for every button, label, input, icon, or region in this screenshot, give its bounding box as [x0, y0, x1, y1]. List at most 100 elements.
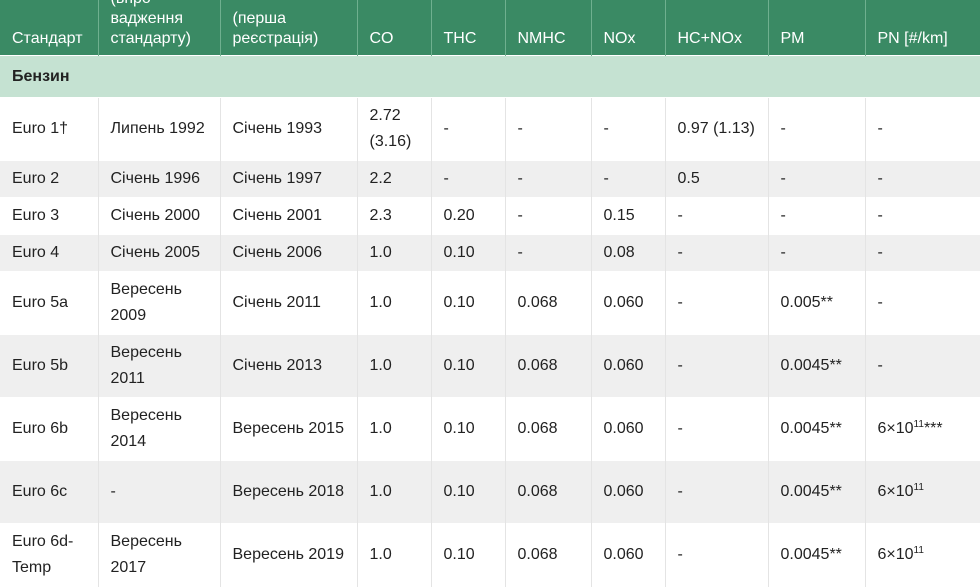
cell-pn: - [864, 97, 980, 161]
cell-introduction: Вересень 2011 [97, 334, 220, 398]
cell-first-registration: Вересень 2018 [219, 460, 357, 524]
cell-hc-nox: - [664, 234, 768, 272]
cell-nmhc: - [504, 234, 591, 272]
table-row: Euro 6c - Вересень 2018 1.0 0.10 0.068 0.060-0… [0, 460, 980, 524]
cell-introduction: Січень 2005 [97, 234, 220, 272]
cell-nmhc: 0.068 [504, 397, 591, 461]
cell-hc-nox: - [664, 197, 768, 235]
cell-pn: 6×1011*** [864, 397, 980, 461]
cell-standard: Euro 4 [0, 234, 98, 272]
cell-hc-nox: - [664, 460, 768, 524]
cell-standard: Euro 6c [0, 460, 98, 524]
cell-thc: 0.10 [430, 334, 505, 398]
cell-thc: 0.20 [430, 197, 505, 235]
exponent: 11 [913, 482, 924, 493]
cell-thc: 0.10 [430, 397, 505, 461]
cell-pm: - [767, 97, 865, 161]
cell-thc: 0.10 [430, 460, 505, 524]
column-header-standard: Стандарт [0, 0, 98, 56]
cell-first-registration: Січень 2013 [219, 334, 357, 398]
column-header-pn: PN [#/km] [864, 0, 980, 56]
cell-thc: 0.10 [430, 271, 505, 335]
table-row: Euro 3 Січень 2000 Січень 2001 2.3 0.20-0.15… [0, 197, 980, 235]
cell-hc-nox: - [664, 523, 768, 587]
cell-pn: 6×1011 [864, 460, 980, 524]
cell-first-registration: Січень 2006 [219, 234, 357, 272]
table-row: Euro 6d-Temp Вересень 2017 Вересень 2019 1.… [0, 523, 980, 587]
cell-co: 2.3 [356, 197, 431, 235]
table-row: Euro 2 Січень 1996 Січень 1997 2.2- - -0.5- - [0, 160, 980, 198]
table-row: Euro 6b Вересень 2014 Вересень 2015 1.0 0.10… [0, 397, 980, 461]
cell-nmhc: 0.068 [504, 460, 591, 524]
cell-pn: - [864, 271, 980, 335]
cell-first-registration: Січень 1993 [219, 97, 357, 161]
cell-hc-nox: - [664, 334, 768, 398]
cell-pn: - [864, 197, 980, 235]
column-header-first-registration: (перша реєстрація) [219, 0, 357, 56]
cell-co: 1.0 [356, 234, 431, 272]
cell-introduction: Вересень 2014 [97, 397, 220, 461]
cell-first-registration: Січень 2011 [219, 271, 357, 335]
table-row: Euro 4 Січень 2005 Січень 2006 1.0 0.10-0.08… [0, 234, 980, 272]
cell-nmhc: - [504, 197, 591, 235]
cell-pm: - [767, 160, 865, 198]
cell-introduction: Вересень 2017 [97, 523, 220, 587]
cell-pm: 0.0045** [767, 460, 865, 524]
table-row: Euro 5a Вересень 2009 Січень 2011 1.0 0.10 0.… [0, 271, 980, 335]
cell-pn: - [864, 234, 980, 272]
cell-pm: 0.005** [767, 271, 865, 335]
cell-co: 1.0 [356, 523, 431, 587]
column-header-nmhc: NMHC [504, 0, 591, 56]
cell-pn: - [864, 160, 980, 198]
exponent: 11 [913, 419, 924, 430]
cell-co: 1.0 [356, 334, 431, 398]
cell-nox: 0.060 [590, 460, 665, 524]
cell-hc-nox: 0.97 (1.13) [664, 97, 768, 161]
cell-first-registration: Січень 2001 [219, 197, 357, 235]
cell-nmhc: 0.068 [504, 523, 591, 587]
cell-thc: - [430, 97, 505, 161]
cell-nmhc: 0.068 [504, 334, 591, 398]
cell-nox: - [590, 160, 665, 198]
cell-thc: 0.10 [430, 234, 505, 272]
column-header-pm: PM [767, 0, 865, 56]
cell-co: 2.72 (3.16) [356, 97, 431, 161]
cell-co: 1.0 [356, 460, 431, 524]
table-row: Euro 1† Липень 1992 Січень 1993 2.72 (3.16)… [0, 97, 980, 161]
cell-standard: Euro 5b [0, 334, 98, 398]
cell-introduction: Січень 1996 [97, 160, 220, 198]
cell-nmhc: - [504, 97, 591, 161]
section-label: Бензин [0, 55, 980, 98]
cell-co: 1.0 [356, 271, 431, 335]
column-header-hc-nox: HC+NOx [664, 0, 768, 56]
cell-nox: 0.060 [590, 397, 665, 461]
cell-first-registration: Січень 1997 [219, 160, 357, 198]
section-row-petrol: Бензин [0, 55, 980, 98]
column-header-thc: THC [430, 0, 505, 56]
column-header-nox: NOx [590, 0, 665, 56]
cell-co: 2.2 [356, 160, 431, 198]
cell-standard: Euro 6b [0, 397, 98, 461]
cell-introduction: Вересень 2009 [97, 271, 220, 335]
cell-nox: 0.060 [590, 523, 665, 587]
cell-standard: Euro 3 [0, 197, 98, 235]
cell-introduction: Січень 2000 [97, 197, 220, 235]
cell-first-registration: Вересень 2019 [219, 523, 357, 587]
cell-hc-nox: - [664, 271, 768, 335]
cell-standard: Euro 2 [0, 160, 98, 198]
cell-thc: - [430, 160, 505, 198]
cell-first-registration: Вересень 2015 [219, 397, 357, 461]
column-header-co: CO [356, 0, 431, 56]
cell-nox: 0.08 [590, 234, 665, 272]
cell-standard: Euro 1† [0, 97, 98, 161]
cell-introduction: - [97, 460, 220, 524]
cell-nox: 0.060 [590, 334, 665, 398]
cell-pn: - [864, 334, 980, 398]
cell-pm: 0.0045** [767, 523, 865, 587]
cell-pm: 0.0045** [767, 334, 865, 398]
table-row: Euro 5b Вересень 2011 Січень 2013 1.0 0.10 0.… [0, 334, 980, 398]
cell-standard: Euro 5a [0, 271, 98, 335]
cell-nox: 0.15 [590, 197, 665, 235]
